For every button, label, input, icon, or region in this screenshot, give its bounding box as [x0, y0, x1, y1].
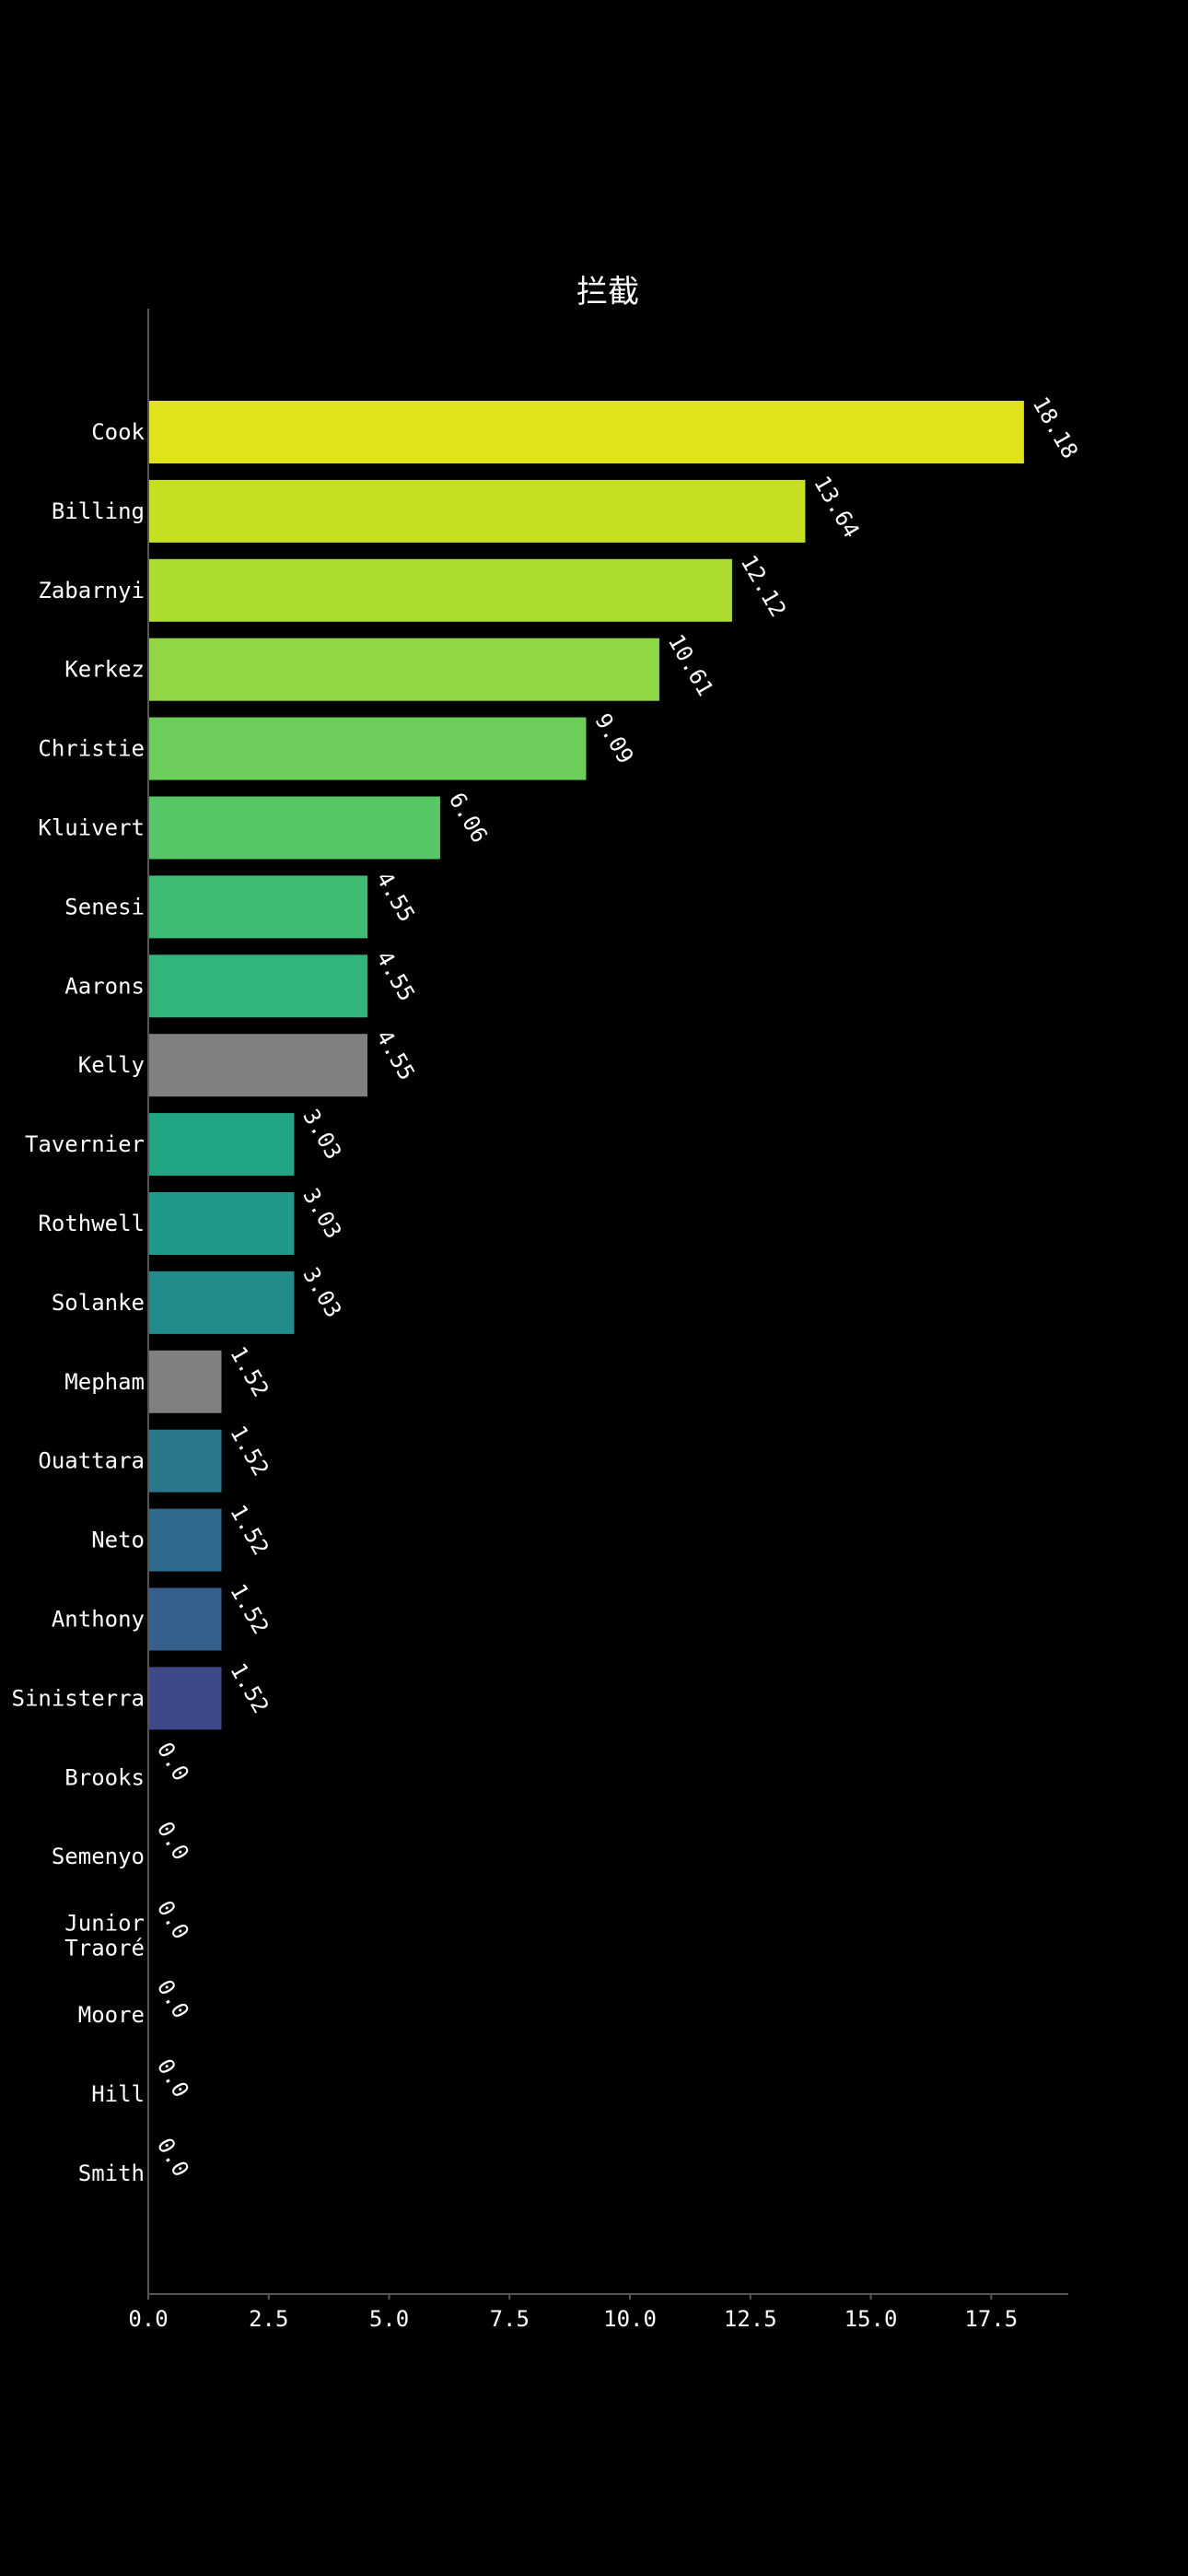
category-label: Semenyo: [52, 1844, 145, 1869]
value-label: 0.0: [152, 1817, 194, 1865]
bar: [148, 1270, 295, 1334]
x-tick-label: 5.0: [369, 2306, 409, 2332]
value-label: 4.55: [371, 867, 420, 926]
category-label: Solanke: [52, 1290, 145, 1316]
bar: [148, 954, 367, 1018]
value-label: 0.0: [152, 1738, 194, 1786]
chart-title: 拦截: [577, 274, 639, 310]
category-label: Aarons: [64, 973, 145, 999]
axes-layer: 0.0 2.5 5.0 7.5 10.0 12.5 15.0 17.5: [128, 309, 1068, 2332]
bar: [148, 1667, 222, 1730]
category-label: Tavernier: [25, 1131, 145, 1157]
bar: [148, 1113, 295, 1177]
category-label: Traoré: [64, 1936, 145, 1961]
category-label: Ouattara: [38, 1448, 145, 1474]
value-label: 4.55: [371, 946, 420, 1005]
category-label: Kelly: [78, 1052, 145, 1078]
value-label: 3.03: [297, 1105, 346, 1164]
bar: [148, 638, 659, 701]
category-label: Neto: [91, 1528, 145, 1553]
category-label: Rothwell: [38, 1211, 145, 1236]
category-label: Hill: [91, 2081, 145, 2107]
value-label: 4.55: [371, 1025, 420, 1084]
value-label: 18.18: [1028, 392, 1083, 463]
bar: [148, 1192, 295, 1255]
category-label: Senesi: [64, 894, 145, 919]
value-label: 1.52: [225, 1501, 274, 1560]
value-label: 3.03: [297, 1184, 346, 1243]
category-label: Billing: [52, 498, 145, 524]
value-label: 0.0: [152, 1975, 194, 2023]
bar: [148, 875, 367, 939]
bar: [148, 717, 587, 780]
category-label: Mepham: [64, 1369, 145, 1395]
x-tick-label: 15.0: [844, 2306, 898, 2332]
value-label: 9.09: [589, 709, 638, 768]
x-tick-label: 0.0: [128, 2306, 168, 2332]
category-label: Christie: [38, 736, 145, 762]
category-label: Junior: [64, 1911, 145, 1937]
value-label: 6.06: [444, 789, 493, 848]
value-label: 1.52: [225, 1422, 274, 1481]
bar: [148, 1429, 222, 1493]
x-tick-label: 12.5: [724, 2306, 777, 2332]
x-tick-label: 10.0: [603, 2306, 657, 2332]
value-label: 0.0: [152, 1896, 194, 1944]
bar: [148, 796, 440, 860]
value-label: 0.0: [152, 2055, 194, 2102]
value-label: 1.52: [225, 1580, 274, 1639]
value-label: 13.64: [809, 472, 864, 543]
category-label: Anthony: [52, 1607, 145, 1633]
category-label: Sinisterra: [12, 1685, 146, 1711]
bars-layer: [148, 401, 1024, 1730]
category-label: Moore: [78, 2002, 145, 2028]
x-tick-label: 7.5: [490, 2306, 530, 2332]
bar: [148, 558, 732, 622]
category-label: Cook: [91, 419, 145, 445]
value-label: 0.0: [152, 2134, 194, 2182]
category-label: Brooks: [64, 1764, 145, 1790]
bar: [148, 1508, 222, 1572]
value-label: 1.52: [225, 1342, 274, 1401]
value-label: 10.61: [663, 630, 718, 701]
category-label: Kerkez: [64, 657, 145, 683]
category-label: Zabarnyi: [38, 578, 145, 603]
bar: [148, 401, 1024, 463]
value-label: 3.03: [297, 1263, 346, 1322]
value-label: 1.52: [225, 1658, 274, 1717]
bar: [148, 479, 806, 543]
value-label: 12.12: [736, 551, 791, 622]
bar: [148, 1587, 222, 1651]
category-label: Smith: [78, 2160, 145, 2186]
x-tick-label: 17.5: [964, 2306, 1018, 2332]
x-tick-label: 2.5: [249, 2306, 288, 2332]
category-label: Kluivert: [38, 815, 145, 841]
bar: [148, 1034, 367, 1097]
bar: [148, 1350, 222, 1413]
